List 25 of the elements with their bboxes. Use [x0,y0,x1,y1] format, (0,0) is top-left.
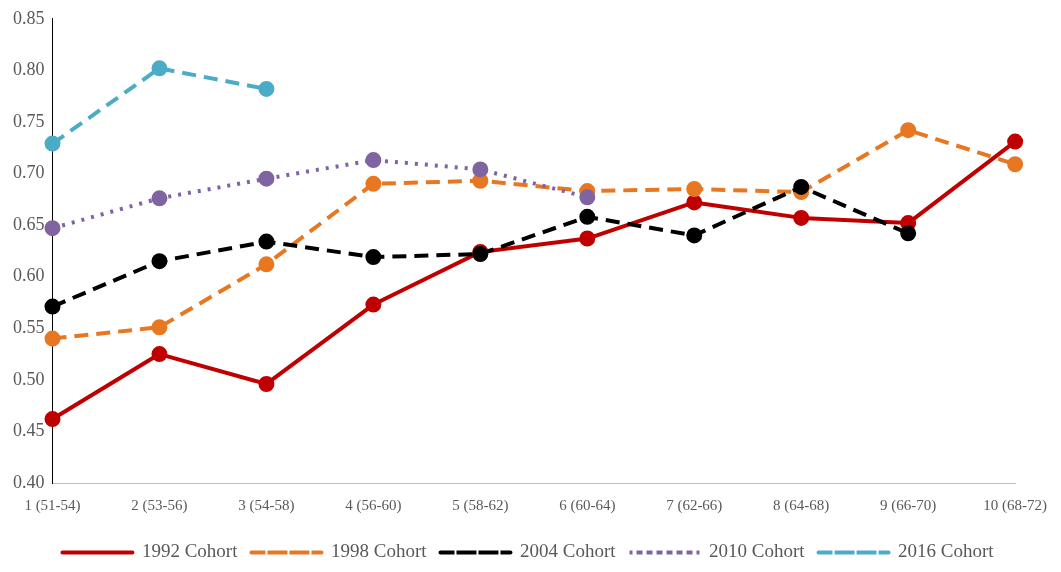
legend-label: 2004 Cohort [519,540,617,562]
y-tick-label: 0.65 [13,213,45,234]
x-tick-label: 9 (66-70) [880,496,937,514]
x-tick-label: 10 (68-72) [983,496,1048,514]
y-tick-label: 0.80 [13,59,45,80]
x-tick-label: 2 (53-56) [131,496,188,514]
legend-label: 2016 Cohort [898,540,995,562]
x-tick-label: 7 (62-66) [666,496,723,514]
y-tick-label: 0.45 [13,420,45,441]
x-tick-label: 8 (64-68) [773,496,830,514]
legend-label: 2010 Cohort [709,540,806,562]
y-tick-label: 0.75 [13,110,45,131]
y-tick-label: 0.70 [13,162,45,183]
legend-label: 1998 Cohort [330,540,428,562]
y-tick-label: 0.40 [13,471,45,492]
y-tick-label: 0.85 [13,7,45,28]
legend-label: 1992 Cohort [141,540,239,562]
x-tick-label: 4 (56-60) [345,496,402,514]
y-tick-label: 0.50 [13,368,45,389]
x-tick-label: 1 (51-54) [24,496,81,514]
y-tick-label: 0.60 [13,265,45,286]
y-tick-label: 0.55 [13,317,45,337]
x-tick-label: 5 (58-62) [452,496,509,514]
x-tick-label: 3 (54-58) [238,496,295,514]
x-tick-label: 6 (60-64) [559,496,616,514]
